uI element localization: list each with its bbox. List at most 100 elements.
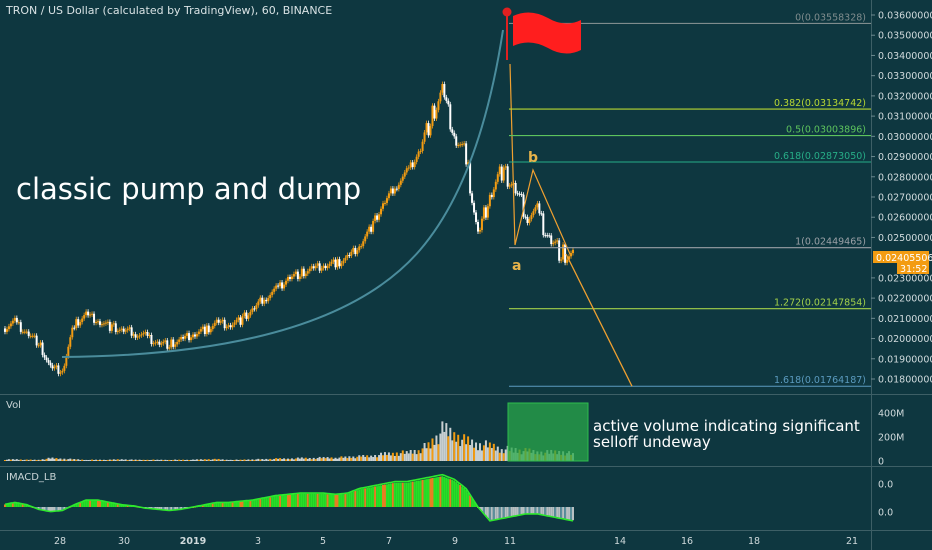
imacd-bar [328,494,331,507]
volume-annotation-line2: selloff undeway [593,433,711,451]
candle-body [178,339,181,342]
time-tick-label: 30 [118,536,130,547]
imacd-bar [243,501,246,507]
volume-bar [19,459,22,461]
candle-body [37,345,40,347]
price-pane[interactable] [0,0,871,394]
candle-body [53,366,56,369]
candle-body [306,271,309,274]
volume-bar [116,459,119,461]
candle-body [174,344,177,347]
candle-body [480,218,483,231]
volume-bar [45,458,48,461]
volume-bar [237,460,240,461]
candle-body [223,319,226,329]
volume-bar [87,460,90,461]
candle-body [322,265,325,269]
volume-bar [441,421,444,461]
price-axis[interactable]: 0.03600000 0.03500000 0.03400000 0.03300000… [871,11,932,386]
volume-bar [498,452,501,461]
candle-body [19,322,22,332]
imacd-bar [500,507,503,518]
imacd-bar [368,487,371,507]
candle-body [346,254,349,258]
candle-body [310,266,313,269]
volume-bar [338,457,341,461]
volume-bar [170,460,173,461]
imacd-bar [13,502,16,507]
volume-bar [281,459,284,461]
volume-bar [211,459,214,461]
imacd-bar [397,482,400,507]
volume-bar [494,450,497,461]
imacd-bar [166,507,169,511]
imacd-bar [346,493,349,507]
candle-body [281,282,284,289]
volume-bar [360,456,363,461]
imacd-bar [259,498,262,507]
symbol-title[interactable]: TRON / US Dollar (calculated by TradingV… [5,4,332,17]
candle-body [532,211,535,216]
candle-body [502,167,505,181]
volume-bar [154,460,157,461]
imacd-bar [382,485,384,507]
imacd-bar [91,500,94,507]
volume-bar [429,448,432,461]
imacd-bar [344,493,347,507]
imacd-bar [263,498,266,507]
candle-body [302,268,305,277]
imacd-bar [429,478,432,507]
price-tick-label: 0.02100000 [878,314,932,325]
time-axis[interactable]: 28 30 2019 3 5 7 9 11 14 16 18 21 [54,536,858,547]
volume-bar [11,459,14,461]
candle-body [484,207,487,218]
candle-body [427,123,430,136]
volume-bar [83,460,86,461]
price-tick-label: 0.03600000 [878,11,932,22]
candle-body [146,332,149,336]
candle-body [41,342,44,355]
candle-body [421,141,424,152]
projection-line [565,253,633,387]
volume-bar [354,458,357,461]
candle-body [112,323,115,325]
candle-body [467,162,470,165]
volume-bar [391,452,394,461]
volume-bar [298,458,301,461]
volume-bar [380,452,383,461]
volume-bar [69,458,72,461]
imacd-bar [41,507,44,510]
candle-body [498,166,501,175]
candle-body [409,162,412,168]
candle-body [544,235,547,237]
candle-body [340,263,343,267]
candle-body [13,317,16,321]
candle-body [425,123,428,133]
imacd-bar [79,502,82,507]
imacd-bar [108,502,111,507]
imacd-bar [37,507,40,510]
fib-label: 0.382(0.03134742) [774,98,866,109]
candle-body [285,280,288,285]
candle-body [518,193,521,195]
candle-body [3,328,6,332]
volume-bar [239,459,242,461]
imacd-bar [494,507,497,520]
volume-bar [27,459,30,461]
wave-path [509,63,571,255]
volume-bar [304,457,307,461]
candle-body [51,365,54,369]
candle-body [247,315,250,319]
imacd-bar [498,507,501,519]
volume-bar [447,436,450,461]
candle-body [477,222,479,232]
imacd-bar [364,488,367,507]
imacd-bar [162,507,165,510]
imacd-axis: 0.0 0.0 [878,480,893,519]
fib-label: 0(0.03558328) [795,12,866,23]
candle-body [85,311,88,316]
volume-bar [146,459,149,461]
volume-bar [160,459,163,461]
imacd-bar [453,480,456,507]
volume-tick-label: 400M [878,409,904,420]
